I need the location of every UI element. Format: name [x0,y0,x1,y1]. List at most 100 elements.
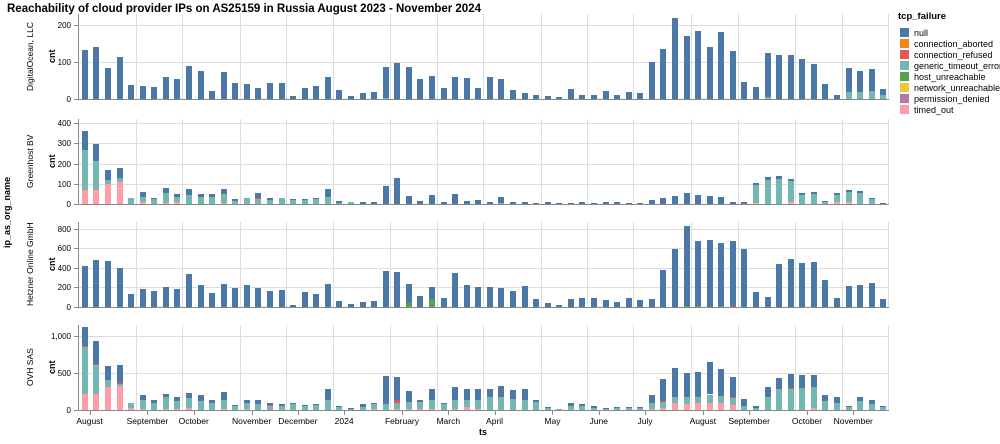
legend-item: host_unreachable [898,71,1000,82]
bar-segment-generic_timeout_error [313,198,320,204]
bar-segment-null [729,240,736,307]
x-tick-mark [702,411,704,415]
bar-segment-null [440,88,447,99]
bar-segment-null [232,198,239,201]
gridline-vertical [841,325,843,410]
bar-segment-timed_out [104,183,111,204]
bar-segment-null [185,66,192,99]
bar-segment-network_unreachable [752,203,759,204]
bar-segment-connection_refused [93,363,100,365]
bar-segment-generic_timeout_error [776,389,783,410]
bar-segment-null [614,94,621,99]
bar-segment-connection_refused [729,306,736,307]
bar-segment-generic_timeout_error [868,198,875,204]
gridline-horizontal [79,336,889,338]
bar-segment-timed_out [185,407,192,410]
y-tick-label: 0 [66,95,71,104]
bar-segment-null [810,375,817,388]
legend-swatch [900,39,909,48]
bar-segment-null [463,200,470,204]
bar-segment-generic_timeout_error [93,364,100,395]
bar-segment-null [787,55,794,99]
gridline-vertical [483,222,484,307]
bar-segment-timed_out [845,201,852,204]
bar-segment-generic_timeout_error [347,202,354,204]
bar-segment-null [440,201,447,204]
bar-segment-generic_timeout_error [278,405,285,410]
bar-segment-generic_timeout_error [764,96,771,99]
bar-segment-null [243,284,250,307]
bar-segment-null [544,406,551,408]
bar-segment-null [428,287,435,300]
bar-segment-null [185,188,192,195]
bar-segment-null [880,405,887,408]
bar-segment-null [452,273,459,307]
gridline-horizontal [79,25,889,27]
y-tick-label: 0 [66,200,71,209]
gridline-vertical [483,325,484,410]
facet-plot [78,14,889,100]
bar-segment-generic_timeout_error [174,197,181,202]
y-tick-mark [74,373,78,375]
bar-segment-null [440,402,447,405]
bar-segment-null [683,192,690,204]
bar-segment-generic_timeout_error [857,401,864,410]
bar-segment-generic_timeout_error [880,95,887,99]
bar-segment-null [880,299,887,307]
bar-segment-timed_out [162,408,169,410]
bar-segment-null [718,368,725,396]
gridline-vertical [795,222,797,307]
bar-segment-null [313,85,320,99]
y-tick-label: 1,000 [50,332,71,342]
gridline-vertical [332,325,334,410]
bar-segment-null [255,87,262,99]
bar-segment-null [833,297,840,307]
bar-segment-null [209,399,216,403]
bar-segment-timed_out [128,407,135,410]
bar-segment-null [417,295,424,307]
gridline-vertical [691,222,693,307]
legend-swatch [900,72,909,81]
legend: tcp_failure null connection_aborted connec… [898,11,1000,115]
gridline-vertical [587,119,589,204]
bar-segment-null [637,407,644,409]
gridline-vertical [135,14,137,99]
bar-segment-null [104,68,111,99]
x-tick-label: October [791,416,823,426]
bar-segment-null [209,293,216,307]
bar-segment-null [845,405,852,408]
bar-segment-null [590,95,597,99]
bar-segment-null [209,193,216,198]
bar-segment-null [533,299,540,307]
bar-segment-null [266,83,273,99]
bar-segment-generic_timeout_error [845,192,852,202]
bar-segment-null [648,199,655,204]
y-tick-mark [74,248,78,250]
bar-segment-generic_timeout_error [799,387,806,410]
bar-segment-null [313,197,320,199]
bar-segment-null [567,402,574,406]
bar-segment-generic_timeout_error [695,396,702,404]
gridline-vertical [795,14,797,99]
bar-segment-generic_timeout_error [787,181,794,203]
bar-segment-timed_out [162,203,169,204]
bar-segment-null [185,274,192,307]
bar-segment-generic_timeout_error [243,402,250,410]
x-tick-label: March [436,416,461,426]
bar-segment-timed_out [139,202,146,204]
legend-swatch [900,105,909,114]
bar-segment-null [880,88,887,96]
bar-segment-null [81,131,88,151]
bar-segment-null [151,291,158,307]
y-tick-mark [74,163,78,165]
gridline-vertical [135,325,137,410]
bar-segment-generic_timeout_error [452,399,459,410]
y-tick-mark [74,123,78,125]
bar-segment-null [556,304,563,307]
gridline-vertical [135,222,137,307]
bar-segment-timed_out [243,409,250,410]
bar-segment-null [833,397,840,403]
bar-segment-null [463,389,470,400]
bar-segment-generic_timeout_error [544,407,551,410]
bar-segment-null [428,389,435,401]
